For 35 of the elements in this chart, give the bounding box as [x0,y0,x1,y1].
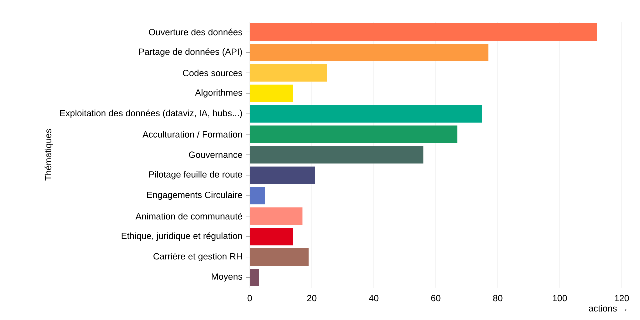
bar [250,44,489,62]
y-tick-label: Acculturation / Formation [142,131,242,138]
x-tick-label: 40 [369,295,379,302]
x-axis-title: actions → [589,305,627,312]
bar [250,187,266,205]
x-tick-label: 20 [307,295,317,302]
bar [250,146,424,164]
bar [250,23,598,41]
y-tick-label: Algorithmes [195,89,242,98]
bar [250,84,294,102]
x-tick-label: 100 [553,295,568,302]
bar [250,166,316,184]
y-tick-label: Engagements Circulaire [147,192,242,200]
y-tick-label: Exploitation des données (dataviz, IA, hubs...) [60,110,242,118]
bar [250,228,294,246]
y-tick-label: Carrière et gestion RH [154,253,242,262]
y-tick-label: Partage de données (API) [139,48,242,57]
x-tick-label: 60 [431,295,441,302]
y-tick-label: Gouvernance [189,152,242,158]
y-tick-label: Ouverture des données [149,28,242,36]
y-axis-title: Thématiques [44,129,54,181]
y-tick-label: Animation de communauté [136,213,242,220]
bar [250,208,303,226]
x-tick-label: 120 [615,295,630,302]
bar [250,248,309,266]
bar [250,105,482,123]
y-tick-label: Codes sources [183,70,242,76]
y-tick-label: Ethique, juridique et régulation [122,232,242,242]
bar [250,64,328,82]
y-tick-label: Moyens [212,274,242,282]
bar [250,126,458,144]
y-tick-label: Pilotage feuille de route [149,171,242,180]
bar [250,269,260,287]
x-tick-label: 0 [248,295,252,302]
x-tick-label: 80 [493,295,503,302]
